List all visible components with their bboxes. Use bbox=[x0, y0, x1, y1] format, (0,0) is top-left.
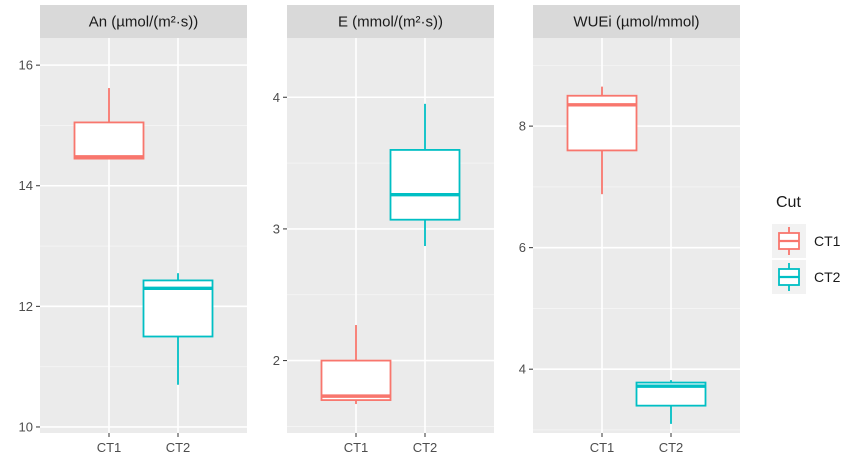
facet-title: An (µmol/(m²·s)) bbox=[89, 14, 198, 31]
x-tick-label: CT1 bbox=[97, 440, 122, 455]
box-iqr bbox=[389, 149, 461, 221]
facet-panel: An (µmol/(m²·s)) 10 12 14 16 CT1 CT2 bbox=[19, 5, 247, 455]
legend-key-ct2: CT2 bbox=[772, 260, 841, 294]
facet-strip bbox=[533, 5, 740, 38]
legend-label: CT2 bbox=[814, 269, 841, 285]
box-iqr bbox=[320, 359, 392, 401]
box-ct2 bbox=[142, 273, 214, 385]
box-ct1 bbox=[73, 88, 145, 160]
legend: Cut CT1 CT2 bbox=[772, 194, 841, 294]
legend-title: Cut bbox=[776, 194, 801, 211]
x-tick-label: CT2 bbox=[166, 440, 191, 455]
y-tick-label: 14 bbox=[19, 178, 33, 193]
legend-label: CT1 bbox=[814, 233, 841, 249]
panel-background bbox=[40, 38, 247, 433]
box-ct2 bbox=[635, 380, 707, 424]
x-tick-label: CT1 bbox=[590, 440, 615, 455]
y-tick-label: 2 bbox=[273, 353, 280, 368]
box-iqr bbox=[73, 121, 145, 160]
y-tick-label: 16 bbox=[19, 58, 33, 73]
facet-title: E (mmol/(m²·s)) bbox=[338, 14, 443, 31]
facet-title: WUEi (µmol/mmol) bbox=[573, 14, 699, 31]
y-tick-label: 4 bbox=[519, 362, 526, 377]
legend-key-ct1: CT1 bbox=[772, 224, 841, 258]
y-tick-label: 3 bbox=[273, 221, 280, 236]
facet-strip bbox=[287, 5, 494, 38]
facet-panel: WUEi (µmol/mmol) 4 6 8 CT1 CT2 bbox=[519, 5, 740, 455]
facet-panel: E (mmol/(m²·s)) 2 3 4 CT1 CT2 bbox=[273, 5, 494, 455]
box-ct2 bbox=[389, 103, 461, 247]
y-tick-label: 4 bbox=[273, 90, 280, 105]
x-tick-label: CT2 bbox=[659, 440, 684, 455]
facet-strip bbox=[40, 5, 247, 38]
y-tick-label: 8 bbox=[519, 119, 526, 134]
x-tick-label: CT1 bbox=[344, 440, 369, 455]
y-tick-label: 10 bbox=[19, 419, 33, 434]
x-tick-label: CT2 bbox=[413, 440, 438, 455]
box-ct1 bbox=[566, 86, 638, 195]
y-tick-label: 6 bbox=[519, 240, 526, 255]
box-iqr bbox=[635, 381, 707, 407]
y-tick-label: 12 bbox=[19, 299, 33, 314]
box-ct1 bbox=[320, 325, 392, 405]
